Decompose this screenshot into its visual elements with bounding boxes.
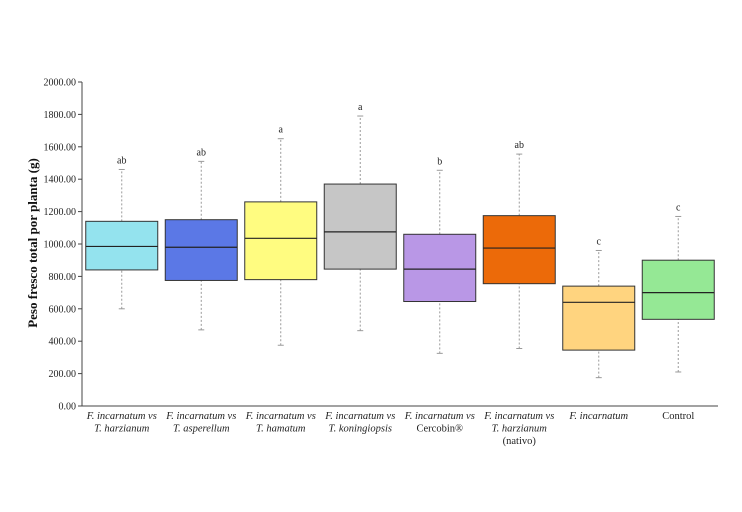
y-tick-label: 200.00 (49, 369, 77, 380)
box-group: ab (164, 147, 238, 331)
y-tick-label: 1400.00 (44, 175, 77, 186)
y-tick-label: 0.00 (59, 402, 77, 413)
x-category-label: F. incarnatum vs T. asperellum (165, 411, 236, 435)
y-axis-ticks: 0.00 200.00 400.00 600.00 800.00 1000.00 1200.… (44, 78, 82, 413)
y-tick-label: 1000.00 (44, 240, 77, 251)
x-category-label: F. incarnatum vs T. harzianum (86, 411, 157, 435)
box-group: ab (85, 155, 159, 310)
y-tick-label: 2000.00 (44, 78, 77, 89)
y-tick-label: 800.00 (49, 272, 77, 283)
x-category-label-line: F. incarnatum vs (165, 411, 236, 422)
x-category-label-line: (nativo) (503, 436, 537, 447)
significance-letter: a (279, 125, 284, 136)
y-tick-label: 1600.00 (44, 142, 77, 153)
box-group: c (562, 236, 636, 379)
x-category-label-line: F. incarnatum vs (324, 411, 395, 422)
y-axis-title: Peso fresco total por planta (g) (25, 158, 40, 328)
box-iqr (562, 285, 636, 351)
x-category-label-line: Cercobin® (417, 424, 463, 435)
box-group: c (641, 202, 715, 373)
significance-letter: a (358, 102, 363, 113)
box-group: ab (482, 140, 556, 349)
significance-letter: ab (197, 147, 206, 158)
box-group: a (244, 125, 318, 346)
x-category-label: F. incarnatum vs Cercobin® (404, 411, 475, 435)
y-tick-label: 600.00 (49, 304, 77, 315)
x-category-label-line: F. incarnatum (568, 411, 628, 422)
x-category-label: Control (662, 411, 694, 422)
box-iqr (482, 215, 556, 285)
y-tick-label: 1200.00 (44, 207, 77, 218)
x-category-label: F. incarnatum vs T. hamatum (245, 411, 316, 435)
box-iqr (164, 219, 238, 281)
box-group: a (323, 102, 397, 332)
box-iqr (403, 233, 477, 303)
x-category-label: F. incarnatum vs T. koningiopsis (324, 411, 395, 435)
box-group: b (403, 156, 477, 354)
box-iqr (244, 201, 318, 281)
y-tick-label: 400.00 (49, 337, 77, 348)
x-category-label-line: T. koningiopsis (329, 424, 392, 435)
significance-letter: c (676, 202, 681, 213)
box-iqr (641, 259, 715, 320)
box-iqr (323, 183, 397, 270)
significance-letter: b (437, 156, 442, 167)
x-category-label: F. incarnatum (568, 411, 628, 422)
significance-letter: c (597, 236, 602, 247)
box-iqr (85, 220, 159, 271)
significance-letter: ab (515, 140, 524, 151)
significance-letter: ab (117, 155, 126, 166)
x-category-label: F. incarnatum vs T. harzianum (nativo) (483, 411, 554, 447)
x-category-label-line: T. harzianum (94, 424, 150, 435)
y-tick-label: 1800.00 (44, 110, 77, 121)
x-category-label-line: T. hamatum (256, 424, 306, 435)
x-category-label-line: T. asperellum (173, 424, 230, 435)
x-category-label-line: F. incarnatum vs (245, 411, 316, 422)
x-category-label-line: F. incarnatum vs (86, 411, 157, 422)
x-category-label-line: Control (662, 411, 694, 422)
x-category-label-line: F. incarnatum vs (404, 411, 475, 422)
x-category-label-line: T. harzianum (492, 424, 548, 435)
x-category-label-line: F. incarnatum vs (483, 411, 554, 422)
